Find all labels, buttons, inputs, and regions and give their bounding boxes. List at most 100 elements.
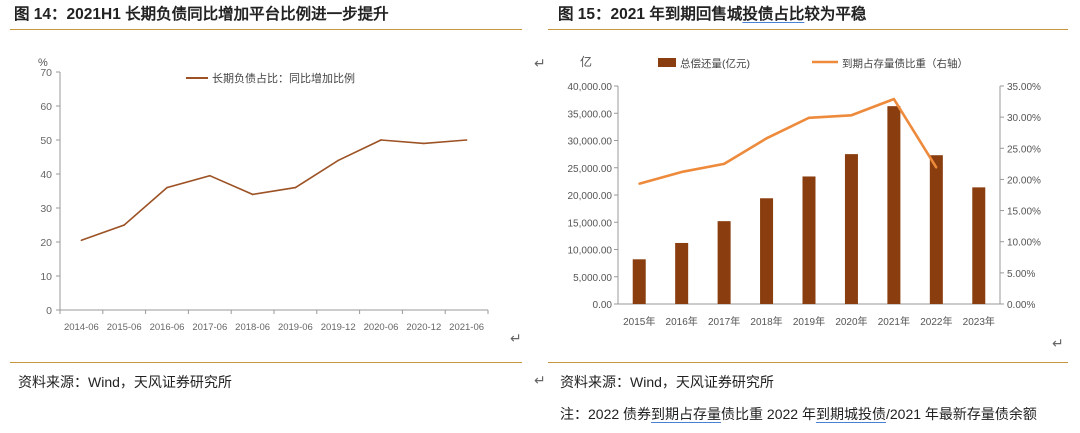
right-source: 资料来源：Wind，天风证券研究所: [560, 374, 774, 390]
right-chart-title: 图 15：2021 年到期回售城投债占比较为平稳: [558, 2, 866, 24]
right-data-point: [892, 98, 895, 101]
left-x-tick-label: 2016-06: [150, 322, 185, 333]
right-title-rule: [548, 29, 1068, 30]
left-series-line: [81, 139, 467, 242]
right-legend-bar-swatch: [658, 58, 676, 67]
left-x-tick-label: 2020-12: [406, 322, 441, 333]
left-x-tick-label: 2020-06: [364, 322, 399, 333]
left-data-point: [251, 193, 254, 196]
right-data-point: [680, 170, 683, 173]
right-y-unit: 亿: [580, 54, 592, 69]
right-right-tick-label: 30.00%: [1007, 113, 1041, 124]
right-x-tick-label: 2022年: [920, 315, 952, 328]
right-combo-chart: 亿 0.00 5,000.00 10,000.00 15,000.00 20,000.00…: [568, 54, 1042, 328]
left-title-rule: [10, 29, 522, 30]
right-right-tick-label: 20.00%: [1007, 175, 1041, 186]
left-data-point: [166, 186, 168, 189]
return-mark: ↵: [534, 55, 546, 71]
right-x-tick-label: 2020年: [835, 315, 867, 328]
right-left-tick-label: 35,000.00: [568, 109, 613, 120]
left-source-rule: [10, 362, 522, 363]
left-y-tick-label: 10: [40, 271, 52, 283]
right-right-tick-label: 5.00%: [1007, 269, 1035, 280]
left-x-tick-label: 2015-06: [107, 322, 142, 333]
left-chart-title: 图 14：2021H1 长期负债同比增加平台比例进一步提升: [14, 6, 389, 23]
right-right-tick-label: 35.00%: [1007, 82, 1041, 93]
left-data-point: [423, 142, 425, 145]
return-mark: ↵: [510, 330, 522, 346]
left-y-tick-label: 50: [40, 135, 52, 147]
right-source-rule: [548, 362, 1068, 363]
right-right-tick-label: 25.00%: [1007, 144, 1041, 155]
right-left-tick-label: 10,000.00: [568, 246, 613, 257]
right-left-tick-label: 30,000.00: [568, 137, 613, 148]
left-x-tick-label: 2019-06: [278, 322, 313, 333]
right-data-point: [765, 137, 768, 140]
right-x-tick-label: 2015年: [623, 315, 655, 328]
note-part-a: 注：2022 债券: [560, 406, 652, 422]
right-bar: [887, 106, 901, 304]
right-data-point: [723, 162, 726, 165]
right-bar: [802, 176, 816, 304]
left-legend-label: 长期负债占比：同比增加比例: [212, 71, 355, 85]
left-data-point: [294, 186, 297, 189]
left-y-tick-label: 70: [40, 67, 52, 79]
right-x-tick-label: 2021年: [878, 315, 910, 328]
right-x-tick-label: 2016年: [666, 315, 698, 328]
right-x-tick-label: 2019年: [793, 315, 825, 328]
return-mark: ↵: [534, 372, 546, 388]
right-right-tick-label: 10.00%: [1007, 238, 1041, 249]
right-title-part-c: 较为平稳: [804, 6, 867, 23]
right-left-tick-label: 0.00: [593, 300, 613, 311]
left-y-tick-label: 60: [40, 101, 52, 113]
left-x-tick-label: 2021-06: [449, 322, 484, 333]
left-y-tick-label: 40: [40, 169, 52, 181]
right-legend-line-label: 到期占存量债比重（右轴）: [842, 57, 968, 70]
left-x-tick-label: 2014-06: [64, 322, 99, 333]
left-y-tick-label: 30: [40, 203, 52, 215]
left-y-tick-label: 20: [40, 237, 52, 249]
right-data-point: [638, 182, 641, 185]
right-bar: [844, 154, 858, 304]
right-series-line: [638, 97, 938, 186]
right-left-tick-label: 25,000.00: [568, 164, 613, 175]
right-x-tick-label: 2017年: [708, 315, 740, 328]
left-line-chart: % 0 10 20 30 40 50 60 70 2014-06 2015-06 2016-06 201…: [38, 57, 489, 333]
right-bar: [929, 155, 943, 304]
left-source: 资料来源：Wind，天风证券研究所: [18, 374, 232, 390]
right-note: 注：2022 债券到期占存量债比重 2022 年到期城投债/2021 年最新存量…: [560, 404, 1037, 424]
left-data-point: [209, 174, 211, 177]
right-title-part-b: 投债占比: [742, 6, 805, 23]
return-mark: ↵: [1052, 335, 1064, 351]
left-x-tick-label: 2017-06: [192, 322, 227, 333]
left-data-point: [380, 139, 382, 141]
right-bar: [972, 187, 986, 304]
right-right-tick-label: 15.00%: [1007, 207, 1041, 218]
left-y-tick-label: 0: [46, 305, 52, 317]
left-data-point: [80, 239, 83, 242]
right-x-tick-label: 2023年: [963, 315, 995, 328]
left-y-unit: %: [38, 57, 48, 69]
note-part-e: /2021 年最新存量债余额: [885, 406, 1037, 422]
left-data-point: [465, 139, 468, 141]
right-left-tick-label: 15,000.00: [568, 218, 613, 229]
right-bar: [632, 259, 646, 304]
note-part-c: 债比重 2022 年: [721, 406, 816, 422]
right-bar: [717, 221, 731, 304]
right-bar: [760, 198, 774, 304]
right-x-tick-label: 2018年: [750, 315, 782, 328]
right-data-point: [850, 114, 853, 117]
right-legend-bar-label: 总偿还量(亿元): [680, 57, 750, 70]
left-x-tick-label: 2019-12: [321, 322, 356, 333]
left-data-point: [123, 224, 125, 226]
note-part-d: 到期城投债: [815, 406, 886, 422]
left-data-point: [337, 159, 340, 162]
right-left-tick-label: 20,000.00: [568, 191, 613, 202]
right-left-tick-label: 40,000.00: [568, 82, 613, 93]
right-data-point: [935, 166, 938, 169]
note-part-b: 到期占存量: [651, 406, 722, 422]
right-left-tick-label: 5,000.00: [573, 273, 612, 284]
right-right-tick-label: 0.00%: [1007, 300, 1035, 311]
right-bar: [675, 242, 689, 304]
right-title-part-a: 图 15：2021 年到期回售城: [558, 6, 743, 23]
